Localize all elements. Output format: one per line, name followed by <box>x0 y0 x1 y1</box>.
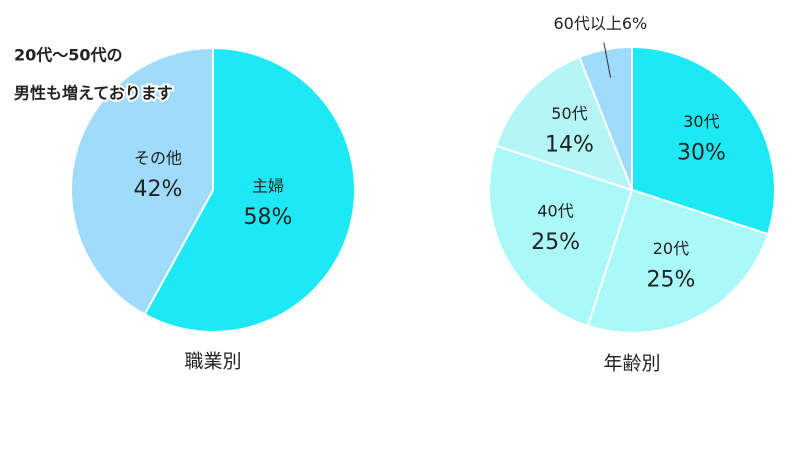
pie-slice <box>488 144 634 328</box>
category-label: 60代以上 <box>553 14 621 33</box>
annotation: 20代～50代の <box>14 46 123 65</box>
value-label: 14% <box>545 132 594 157</box>
category-label: その他 <box>134 148 182 167</box>
pie-slice <box>586 188 770 334</box>
value-label: 58% <box>244 205 293 230</box>
pie-slice <box>631 45 776 236</box>
leader-line <box>603 42 612 78</box>
value-label: 42% <box>134 177 183 202</box>
category-label: 50代 <box>551 104 587 123</box>
pie-slice <box>70 46 214 316</box>
chart-title: 職業別 <box>184 351 241 373</box>
annotation: 男性も増えております <box>14 84 173 103</box>
pie-slice <box>143 46 356 333</box>
category-label: 40代 <box>537 201 573 220</box>
category-label: 主婦 <box>252 177 284 196</box>
category-label: 30代 <box>683 112 719 131</box>
value-label: 30% <box>677 141 726 166</box>
value-label: 25% <box>531 230 580 255</box>
pie-slice <box>494 55 634 192</box>
value-label: 25% <box>646 267 695 292</box>
category-label: 20代 <box>653 239 689 258</box>
chart-title: 年齢別 <box>603 353 660 375</box>
slice-label: 60代以上6% <box>553 14 647 33</box>
value-label: 6% <box>622 14 647 33</box>
